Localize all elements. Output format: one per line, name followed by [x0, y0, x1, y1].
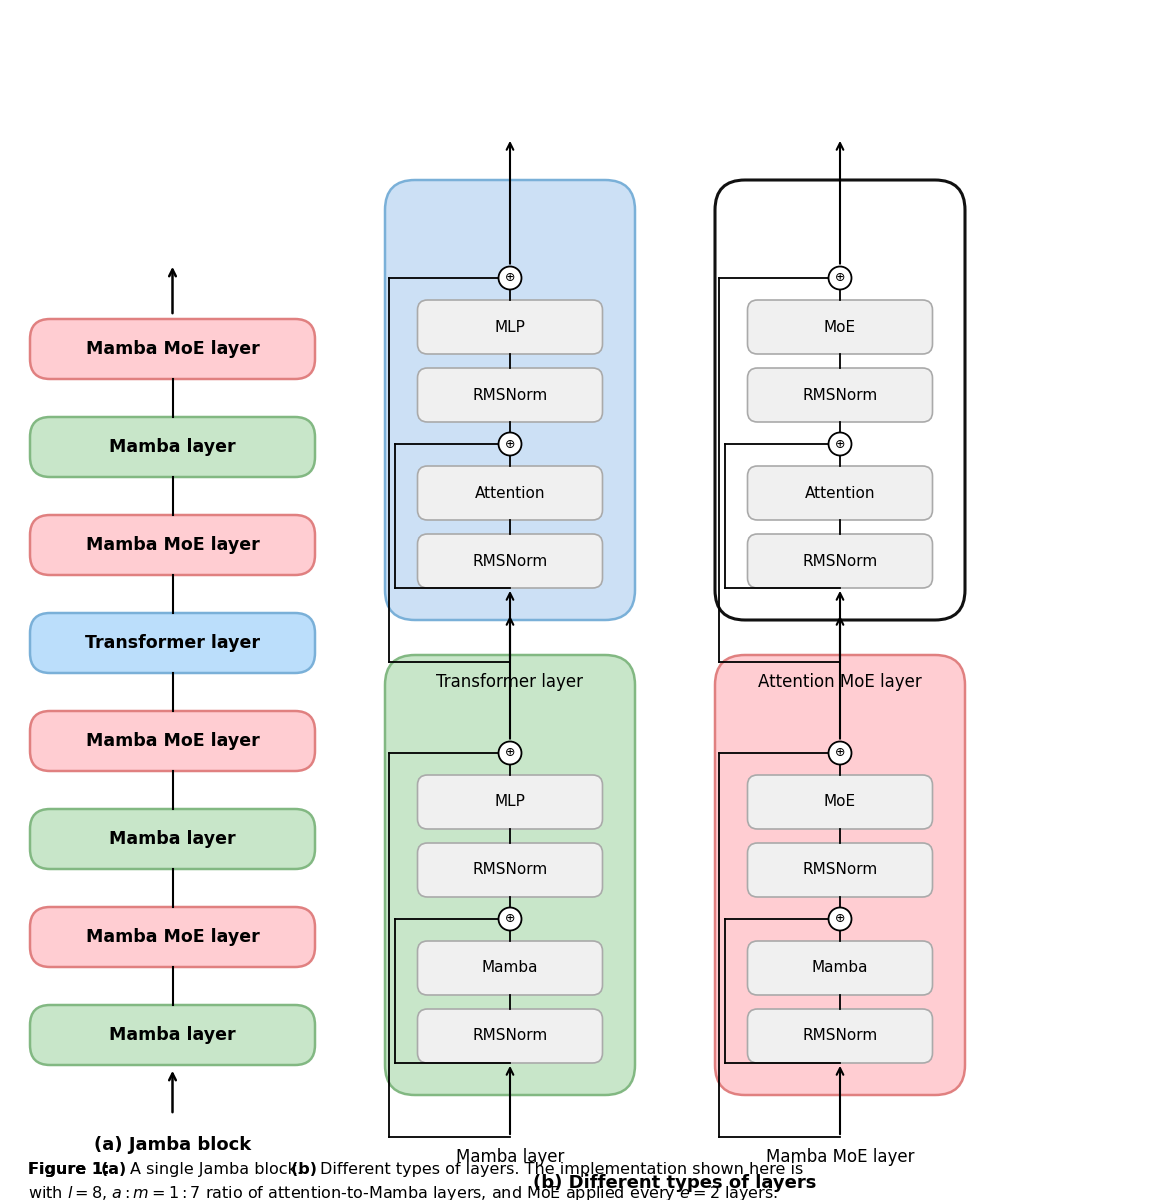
- Text: Transformer layer: Transformer layer: [85, 634, 260, 652]
- Text: MLP: MLP: [495, 794, 525, 810]
- FancyBboxPatch shape: [30, 319, 315, 379]
- FancyBboxPatch shape: [748, 775, 932, 829]
- FancyBboxPatch shape: [748, 941, 932, 995]
- Text: Mamba MoE layer: Mamba MoE layer: [85, 928, 259, 946]
- FancyBboxPatch shape: [418, 300, 602, 354]
- Circle shape: [498, 432, 522, 456]
- Text: Mamba layer: Mamba layer: [110, 1026, 236, 1044]
- Text: Mamba layer: Mamba layer: [110, 438, 236, 456]
- Text: (b) Different types of layers: (b) Different types of layers: [533, 1174, 817, 1192]
- Text: $\oplus$: $\oplus$: [834, 912, 846, 925]
- Text: Mamba MoE layer: Mamba MoE layer: [85, 536, 259, 554]
- Text: MoE: MoE: [824, 794, 857, 810]
- Text: $\oplus$: $\oplus$: [834, 746, 846, 760]
- FancyBboxPatch shape: [30, 613, 315, 673]
- Text: (a) Jamba block: (a) Jamba block: [93, 1136, 251, 1154]
- Text: RMSNorm: RMSNorm: [803, 553, 878, 569]
- Text: Mamba MoE layer: Mamba MoE layer: [85, 732, 259, 750]
- FancyBboxPatch shape: [385, 180, 635, 620]
- Text: Figure 1:: Figure 1:: [28, 1162, 113, 1177]
- FancyBboxPatch shape: [418, 941, 602, 995]
- Text: $\oplus$: $\oplus$: [834, 271, 846, 284]
- FancyBboxPatch shape: [748, 1009, 932, 1063]
- Text: MLP: MLP: [495, 319, 525, 335]
- FancyBboxPatch shape: [715, 180, 965, 620]
- Text: RMSNorm: RMSNorm: [473, 1028, 547, 1044]
- FancyBboxPatch shape: [418, 534, 602, 588]
- Text: RMSNorm: RMSNorm: [473, 388, 547, 402]
- Text: $\oplus$: $\oplus$: [834, 438, 846, 450]
- Text: RMSNorm: RMSNorm: [803, 388, 878, 402]
- Text: RMSNorm: RMSNorm: [473, 553, 547, 569]
- Text: Attention: Attention: [805, 486, 875, 500]
- Text: Attention MoE layer: Attention MoE layer: [759, 673, 922, 691]
- Circle shape: [829, 742, 852, 764]
- Text: Transformer layer: Transformer layer: [436, 673, 584, 691]
- FancyBboxPatch shape: [715, 655, 965, 1094]
- Text: A single Jamba block.: A single Jamba block.: [131, 1162, 306, 1177]
- FancyBboxPatch shape: [30, 416, 315, 476]
- Text: $\oplus$: $\oplus$: [504, 438, 516, 450]
- FancyBboxPatch shape: [30, 515, 315, 575]
- FancyBboxPatch shape: [418, 368, 602, 422]
- Circle shape: [829, 907, 852, 930]
- Text: RMSNorm: RMSNorm: [803, 863, 878, 877]
- Text: with $l = 8$, $a : m = 1 : 7$ ratio of attention-to-Mamba layers, and MoE applie: with $l = 8$, $a : m = 1 : 7$ ratio of a…: [28, 1184, 778, 1200]
- Text: RMSNorm: RMSNorm: [473, 863, 547, 877]
- Text: Mamba MoE layer: Mamba MoE layer: [85, 340, 259, 358]
- FancyBboxPatch shape: [748, 534, 932, 588]
- Circle shape: [829, 432, 852, 456]
- Text: Mamba: Mamba: [482, 960, 538, 976]
- Text: Different types of layers. The implementation shown here is: Different types of layers. The implement…: [320, 1162, 803, 1177]
- Text: $\oplus$: $\oplus$: [504, 746, 516, 760]
- Text: RMSNorm: RMSNorm: [803, 1028, 878, 1044]
- FancyBboxPatch shape: [30, 1004, 315, 1066]
- FancyBboxPatch shape: [748, 842, 932, 896]
- FancyBboxPatch shape: [30, 907, 315, 967]
- Text: Attention: Attention: [475, 486, 545, 500]
- Circle shape: [829, 266, 852, 289]
- Text: Mamba layer: Mamba layer: [110, 830, 236, 848]
- FancyBboxPatch shape: [748, 466, 932, 520]
- FancyBboxPatch shape: [418, 775, 602, 829]
- Text: $\oplus$: $\oplus$: [504, 912, 516, 925]
- Circle shape: [498, 742, 522, 764]
- FancyBboxPatch shape: [30, 809, 315, 869]
- FancyBboxPatch shape: [418, 842, 602, 896]
- Text: Mamba: Mamba: [812, 960, 868, 976]
- Text: (b): (b): [291, 1162, 320, 1177]
- FancyBboxPatch shape: [418, 466, 602, 520]
- Text: Mamba layer: Mamba layer: [456, 1148, 564, 1166]
- Text: $\oplus$: $\oplus$: [504, 271, 516, 284]
- FancyBboxPatch shape: [748, 368, 932, 422]
- Text: MoE: MoE: [824, 319, 857, 335]
- FancyBboxPatch shape: [30, 710, 315, 770]
- FancyBboxPatch shape: [748, 300, 932, 354]
- Text: (a): (a): [102, 1162, 130, 1177]
- Text: Figure 1:: Figure 1:: [28, 1162, 113, 1177]
- Text: Mamba MoE layer: Mamba MoE layer: [766, 1148, 914, 1166]
- FancyBboxPatch shape: [385, 655, 635, 1094]
- FancyBboxPatch shape: [418, 1009, 602, 1063]
- Circle shape: [498, 907, 522, 930]
- Circle shape: [498, 266, 522, 289]
